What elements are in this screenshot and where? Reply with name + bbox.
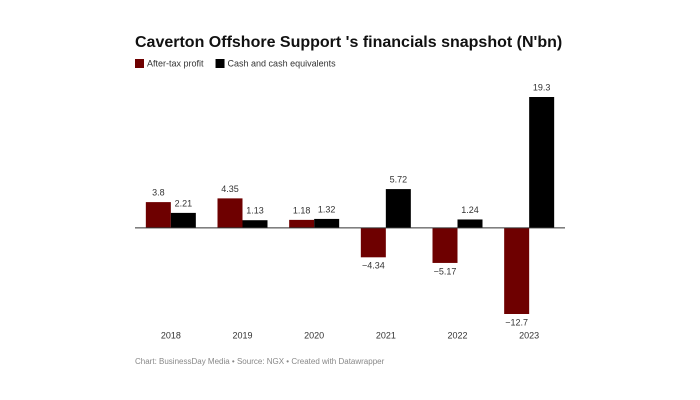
value-label: 4.35 bbox=[221, 184, 239, 194]
bar bbox=[385, 189, 411, 228]
value-label: 19.3 bbox=[533, 82, 551, 92]
x-tick-label: 2018 bbox=[161, 330, 181, 340]
value-label: −4.34 bbox=[362, 261, 385, 271]
bar bbox=[170, 212, 196, 228]
value-label: 1.13 bbox=[246, 206, 264, 216]
legend-label: Cash and cash equivalents bbox=[228, 58, 337, 68]
value-label: 1.32 bbox=[318, 204, 336, 214]
value-label: 1.18 bbox=[293, 205, 311, 215]
value-label: −12.7 bbox=[505, 317, 528, 327]
bar bbox=[504, 227, 530, 314]
bar bbox=[314, 218, 340, 228]
value-label: 1.24 bbox=[461, 205, 479, 215]
bar bbox=[529, 97, 555, 228]
chart-title: Caverton Offshore Support 's financials … bbox=[135, 34, 562, 51]
bar bbox=[145, 202, 171, 228]
x-tick-label: 2020 bbox=[304, 330, 324, 340]
x-tick-label: 2023 bbox=[519, 330, 539, 340]
bar bbox=[432, 227, 458, 263]
legend-swatch bbox=[215, 59, 225, 68]
value-label: 2.21 bbox=[175, 198, 193, 208]
value-label: 3.8 bbox=[152, 187, 165, 197]
bar bbox=[289, 219, 315, 228]
x-tick-label: 2022 bbox=[447, 330, 467, 340]
value-label: −5.17 bbox=[434, 266, 457, 276]
bar bbox=[242, 220, 268, 228]
legend-label: After-tax profit bbox=[147, 58, 204, 68]
bar bbox=[217, 198, 243, 228]
x-tick-label: 2021 bbox=[376, 330, 396, 340]
x-tick-label: 2019 bbox=[232, 330, 252, 340]
footer: Chart: BusinessDay Media • Source: NGX •… bbox=[135, 357, 385, 366]
value-label: 5.72 bbox=[390, 174, 408, 184]
bar bbox=[457, 219, 483, 228]
legend-swatch bbox=[135, 59, 144, 68]
bar bbox=[360, 227, 386, 258]
